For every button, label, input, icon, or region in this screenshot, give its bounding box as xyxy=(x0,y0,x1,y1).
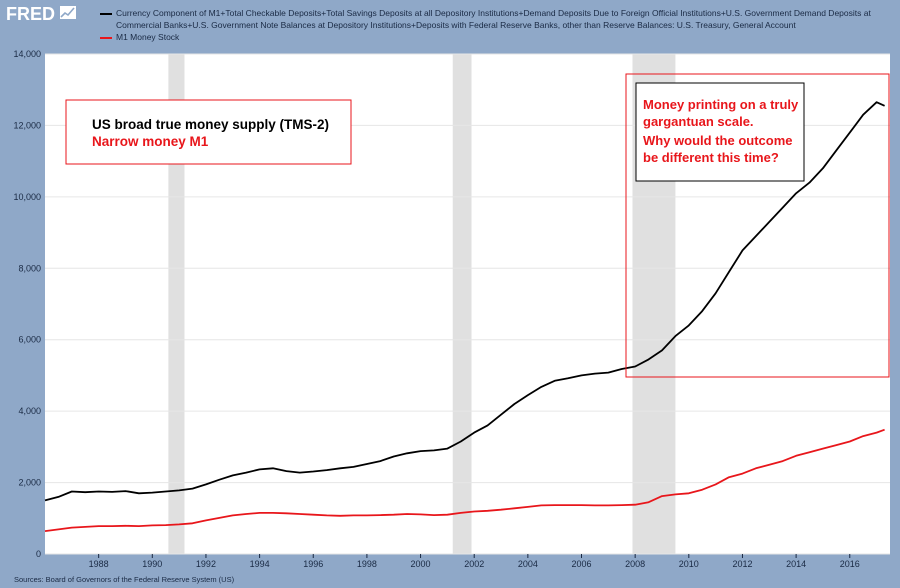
annotation-right-line4: be different this time? xyxy=(643,150,779,165)
y-tick-label: 8,000 xyxy=(18,263,41,273)
series-lines xyxy=(44,101,885,532)
source-note: Sources: Board of Governors of the Feder… xyxy=(14,575,235,584)
x-tick-label: 1998 xyxy=(357,559,377,569)
annotation-left-line1: US broad true money supply (TMS-2) xyxy=(92,117,329,132)
x-tick-label: 2012 xyxy=(732,559,752,569)
series-line-1 xyxy=(44,101,885,502)
annotation-left-line2: Narrow money M1 xyxy=(92,134,209,149)
x-tick-label: 2010 xyxy=(679,559,699,569)
y-tick-label: 12,000 xyxy=(13,120,41,130)
x-tick-label: 1988 xyxy=(89,559,109,569)
legend-item-series-2: M1 Money Stock xyxy=(100,32,890,44)
annotation-right-line1: Money printing on a truly xyxy=(643,97,799,112)
x-tick-label: 2014 xyxy=(786,559,806,569)
annotation-box-right xyxy=(635,82,805,182)
x-tick-label: 2008 xyxy=(625,559,645,569)
x-tick-label: 1994 xyxy=(250,559,270,569)
annotation-right-line3: Why would the outcome xyxy=(643,133,793,148)
y-tick-labels: 0 2,000 4,000 6,000 8,000 10,000 12,000 14,000 xyxy=(13,49,41,559)
y-tick-label: 0 xyxy=(36,549,41,559)
legend-item-series-1: Currency Component of M1+Total Checkable… xyxy=(100,8,890,31)
annotations: US broad true money supply (TMS-2) Narro… xyxy=(65,73,890,378)
recession-band-0 xyxy=(168,54,185,554)
recession-band-1 xyxy=(452,54,472,554)
series-line-2 xyxy=(44,428,885,532)
x-tick-label: 2016 xyxy=(840,559,860,569)
legend-label-series-1: Currency Component of M1+Total Checkable… xyxy=(116,8,871,30)
legend-swatch-black xyxy=(100,13,112,15)
x-tick-label: 2002 xyxy=(464,559,484,569)
legend-swatch-red xyxy=(100,37,112,39)
fred-logo: FRED xyxy=(6,4,55,24)
x-tick-label: 2004 xyxy=(518,559,538,569)
x-tick-labels: 1988 1990 1992 1994 1996 1998 2000 2002 2004 2006… xyxy=(89,554,860,569)
y-tick-label: 2,000 xyxy=(18,478,41,488)
x-tick-label: 2000 xyxy=(411,559,431,569)
x-tick-label: 1996 xyxy=(303,559,323,569)
x-tick-label: 1990 xyxy=(142,559,162,569)
highlight-region xyxy=(625,73,890,378)
y-tick-label: 4,000 xyxy=(18,406,41,416)
y-tick-label: 10,000 xyxy=(13,192,41,202)
y-tick-label: 14,000 xyxy=(13,49,41,59)
legend-label-series-2: M1 Money Stock xyxy=(116,32,180,42)
annotation-box-left xyxy=(65,99,352,165)
x-tick-label: 2006 xyxy=(571,559,591,569)
chart-line-icon xyxy=(60,6,76,19)
annotation-right-line2: gargantuan scale. xyxy=(643,114,754,129)
y-tick-label: 6,000 xyxy=(18,335,41,345)
chart-legend: Currency Component of M1+Total Checkable… xyxy=(100,8,890,45)
x-tick-label: 1992 xyxy=(196,559,216,569)
